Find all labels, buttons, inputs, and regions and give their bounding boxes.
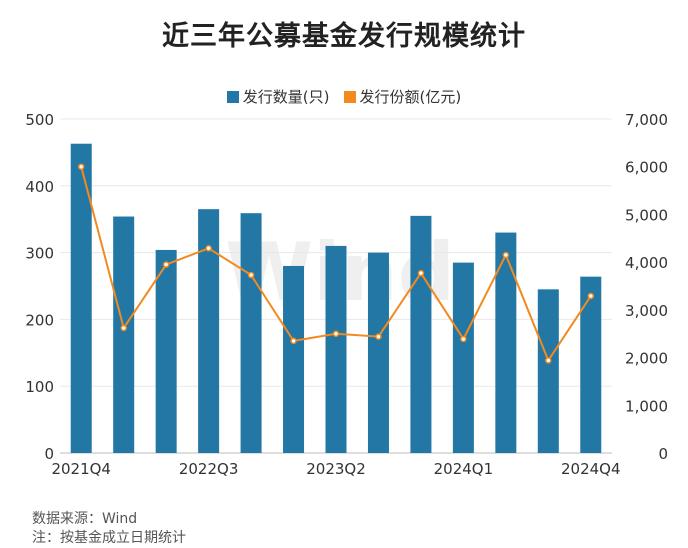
y-left-tick-label: 300 — [25, 245, 54, 263]
y-left-tick-label: 200 — [25, 311, 54, 329]
line-point — [247, 271, 255, 279]
legend-swatch-bar — [226, 90, 239, 103]
legend-item-amount: 发行份额(亿元) — [343, 86, 462, 107]
x-tick-label: 2024Q4 — [561, 460, 621, 478]
bar — [452, 262, 474, 453]
legend-item-count: 发行数量(只) — [226, 86, 330, 107]
line-point — [290, 337, 297, 345]
legend-label-count: 发行数量(只) — [242, 88, 330, 106]
bar — [495, 232, 517, 453]
y-left-tick-label: 500 — [25, 111, 54, 129]
x-tick-label: 2024Q1 — [434, 460, 494, 478]
y-right-tick-label: 4,000 — [625, 254, 668, 272]
line-point — [587, 292, 595, 300]
bar — [537, 289, 559, 453]
y-right-tick-label: 0 — [658, 445, 668, 463]
y-right-tick-label: 5,000 — [625, 206, 668, 224]
legend-swatch-line — [343, 90, 356, 103]
y-left-tick-label: 100 — [25, 378, 54, 396]
y-left-tick-label: 400 — [25, 178, 54, 196]
line-point — [460, 335, 467, 343]
bar — [283, 265, 305, 453]
footer-note: 注：按基金成立日期统计 — [32, 530, 186, 546]
x-tick-label: 2023Q2 — [306, 460, 366, 478]
x-tick-label: 2021Q4 — [51, 460, 111, 478]
bar — [113, 216, 135, 453]
line-point — [332, 330, 340, 337]
y-right-tick-label: 7,000 — [625, 111, 668, 129]
y-right-tick-label: 6,000 — [625, 159, 668, 177]
line-point — [545, 357, 552, 364]
x-tick-label: 2022Q3 — [179, 460, 239, 478]
bar — [240, 213, 262, 453]
line-point — [205, 245, 212, 252]
line-point — [120, 324, 127, 332]
footer-source: 数据来源：Wind — [32, 511, 138, 527]
line-point — [417, 269, 425, 277]
legend-label-amount: 发行份额(亿元) — [359, 88, 462, 106]
line-point — [162, 261, 170, 268]
line-point — [502, 251, 510, 259]
bar — [580, 276, 602, 453]
chart-legend: 发行数量(只) 发行份额(亿元) — [0, 86, 688, 107]
y-right-tick-label: 1,000 — [625, 397, 668, 415]
y-right-tick-label: 2,000 — [625, 350, 668, 368]
y-left-tick-label: 0 — [44, 445, 54, 463]
chart-title: 近三年公募基金发行规模统计 — [162, 21, 526, 52]
line-point — [77, 163, 85, 170]
bar — [155, 249, 177, 453]
bar — [198, 209, 220, 453]
bar — [410, 215, 432, 453]
y-right-tick-label: 3,000 — [625, 302, 668, 320]
bar — [367, 252, 389, 453]
line-point — [375, 333, 382, 340]
bar — [70, 143, 92, 453]
bar — [325, 245, 347, 453]
